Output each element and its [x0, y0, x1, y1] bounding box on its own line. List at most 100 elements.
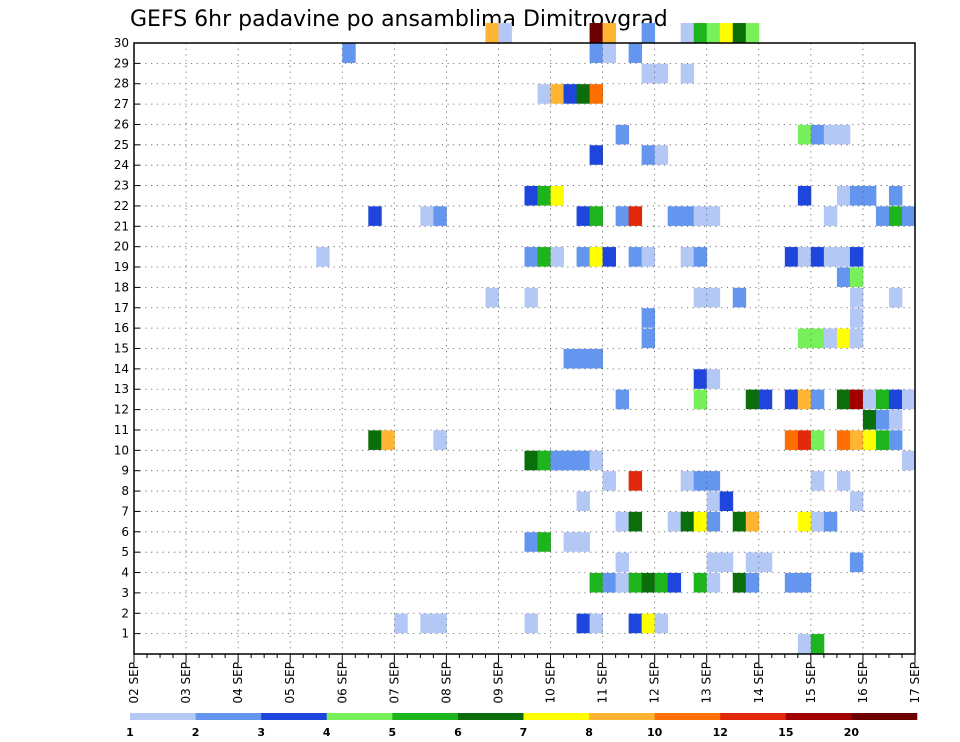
y-tick-label: 23 [114, 179, 129, 193]
heatmap-cell [732, 511, 747, 532]
heatmap-cell [602, 247, 617, 267]
heatmap-cell [836, 267, 851, 287]
y-tick-label: 7 [121, 504, 129, 518]
heatmap-cell [719, 491, 734, 512]
heatmap-cell [394, 613, 408, 634]
heatmap-cell [563, 348, 577, 369]
heatmap-cell [849, 287, 864, 308]
heatmap-cell [524, 450, 538, 471]
heatmap-cell [433, 613, 447, 634]
heatmap-cell [628, 247, 643, 267]
heatmap-cell [849, 328, 864, 349]
y-tick-label: 20 [114, 240, 129, 254]
colorbar-swatch [457, 713, 524, 720]
heatmap-cell [875, 206, 890, 226]
y-tick-label: 4 [121, 566, 129, 580]
x-tick-label: 05 SEP [283, 662, 297, 704]
heatmap-cell [693, 23, 708, 43]
colorbar-label: 3 [257, 726, 265, 739]
heatmap-cell [797, 389, 812, 410]
heatmap-cell [550, 84, 564, 104]
heatmap-cell [706, 369, 721, 389]
heatmap-cell [498, 23, 512, 43]
y-axis: 1234567891011121314151617181920212223242… [114, 36, 140, 641]
heatmap-cell [862, 430, 877, 450]
y-tick-label: 16 [114, 321, 129, 335]
heatmap-cell [745, 552, 760, 573]
heatmap-cell [797, 124, 812, 145]
heatmap-cell [797, 430, 812, 450]
heatmap-cell [537, 185, 551, 206]
heatmap-cell [784, 430, 799, 450]
heatmap-cell [784, 572, 799, 593]
heatmap-cell [615, 572, 630, 593]
heatmap-cell [706, 491, 721, 512]
heatmap-cell [901, 450, 916, 471]
heatmap-cell [719, 23, 734, 43]
heatmap-cell [342, 43, 356, 63]
y-tick-label: 10 [114, 443, 129, 457]
heatmap-cell [537, 532, 551, 552]
heatmap-cell [654, 63, 669, 84]
heatmap-cell [680, 511, 695, 532]
heatmap-cell [823, 247, 838, 267]
heatmap-cell [667, 572, 682, 593]
heatmap-cell [615, 124, 630, 145]
heatmap-cell [628, 43, 643, 63]
colorbar-swatch [589, 713, 655, 720]
heatmap-cell [537, 450, 551, 471]
colorbar-swatch [130, 713, 196, 720]
y-tick-label: 1 [121, 627, 129, 641]
heatmap-cell [719, 552, 734, 573]
y-tick-label: 6 [121, 525, 129, 539]
heatmap-cell [693, 389, 708, 410]
heatmap-cell [563, 450, 577, 471]
heatmap-cell [420, 206, 434, 226]
heatmap-cell [693, 471, 708, 491]
colorbar-label: 15 [778, 726, 793, 739]
heatmap-cell [602, 572, 617, 593]
x-tick-label: 02 SEP [127, 662, 141, 704]
heatmap-cell [888, 287, 903, 308]
heatmap-cell [732, 287, 747, 308]
y-tick-label: 28 [114, 77, 129, 91]
heatmap-cell [602, 43, 617, 63]
colorbar-swatch [654, 713, 721, 720]
heatmap-cell [368, 206, 382, 226]
heatmap-cell [797, 247, 812, 267]
heatmap-cell [797, 185, 812, 206]
chart-title: GEFS 6hr padavine po ansamblima Dimitrov… [130, 7, 668, 32]
colorbar-label: 5 [389, 726, 397, 739]
heatmap-cell [836, 328, 851, 349]
colorbar-swatch [392, 713, 459, 720]
heatmap-cell [706, 471, 721, 491]
x-tick-label: 09 SEP [491, 662, 505, 704]
heatmap-cell [693, 511, 708, 532]
heatmap-cell [901, 389, 916, 410]
heatmap-cell [745, 389, 760, 410]
heatmap-cell [537, 84, 551, 104]
colorbar-swatch [523, 713, 590, 720]
heatmap-cell [524, 532, 538, 552]
heatmap-cell [823, 511, 838, 532]
x-axis: 02 SEP 03 SEP 04 SEP 05 SEP 06 SEP 07 SEP 08 S… [127, 654, 922, 704]
y-tick-label: 21 [114, 219, 129, 233]
heatmap-cell [589, 247, 603, 267]
heatmap-cell [797, 328, 812, 349]
heatmap-cell [680, 471, 695, 491]
heatmap-cell [693, 287, 708, 308]
heatmap-cell [849, 389, 864, 410]
y-tick-label: 26 [114, 117, 129, 131]
heatmap-cell [849, 185, 864, 206]
heatmap-cell [589, 613, 603, 634]
heatmap-cell [732, 572, 747, 593]
heatmap-cell [524, 613, 538, 634]
heatmap-cell [706, 552, 721, 573]
heatmap-cell [563, 84, 577, 104]
heatmap-cell [576, 491, 590, 512]
y-tick-label: 15 [114, 342, 129, 356]
heatmap-cell [823, 328, 838, 349]
y-tick-label: 12 [114, 403, 129, 417]
heatmap-cell [680, 247, 695, 267]
